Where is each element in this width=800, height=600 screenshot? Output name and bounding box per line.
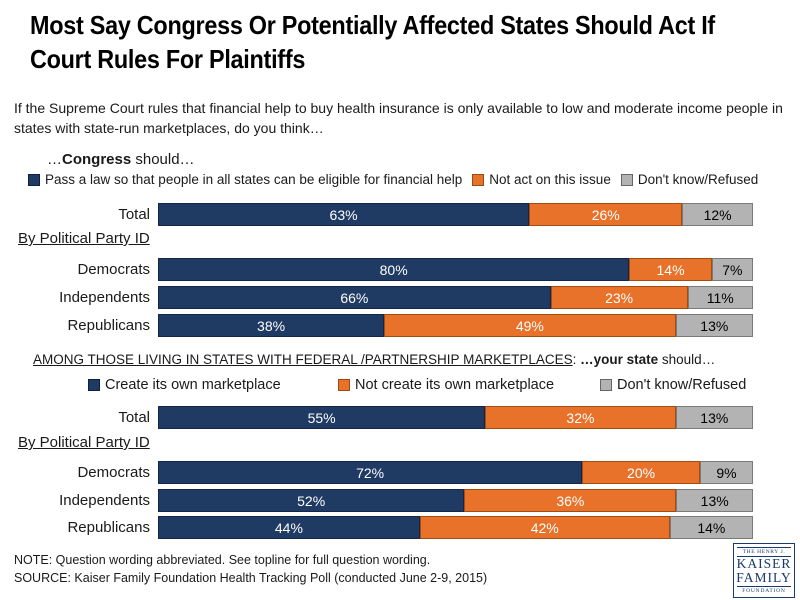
chart-row-independents: Independents 52% 36% 13% (8, 489, 753, 512)
legend-label: Don't know/Refused (617, 377, 747, 393)
bar-segment: 12% (682, 203, 753, 226)
legend-state: Create its own marketplace Not create it… (88, 377, 746, 393)
logo-line3: FAMILY (736, 570, 792, 585)
heading-post: should… (658, 352, 716, 367)
heading-colon: : (572, 352, 581, 367)
stacked-bar: 38% 49% 13% (158, 314, 753, 337)
bar-segment: 9% (699, 461, 753, 484)
heading-pre: … (47, 151, 62, 168)
page-title: Most Say Congress Or Potentially Affecte… (30, 10, 715, 75)
row-label: Total (118, 206, 150, 223)
section2-heading: AMONG THOSE LIVING IN STATES WITH FEDERA… (33, 352, 715, 367)
chart-row-republicans: Republicans 44% 42% 14% (8, 516, 753, 539)
section1-heading: …Congress should… (47, 151, 195, 168)
row-label: Republicans (67, 519, 150, 536)
legend-item: Not act on this issue (472, 172, 611, 187)
legend-item: Don't know/Refused (600, 377, 746, 393)
legend-label: Not act on this issue (489, 172, 611, 187)
navy-swatch-icon (88, 379, 100, 391)
logo-line4: FOUNDATION (737, 586, 791, 594)
bar-segment: 49% (384, 314, 676, 337)
bar-segment: 55% (158, 406, 486, 429)
bar-segment: 42% (419, 516, 670, 539)
legend-item: Not create its own marketplace (338, 377, 600, 393)
legend-item: Create its own marketplace (88, 377, 338, 393)
row-label: Independents (59, 289, 150, 306)
chart-row-total: Total 63% 26% 12% (8, 203, 753, 226)
source-line: SOURCE: Kaiser Family Foundation Health … (14, 571, 488, 586)
bar-segment: 13% (676, 489, 753, 512)
chart-row-republicans: Republicans 38% 49% 13% (8, 314, 753, 337)
stacked-bar: 52% 36% 13% (158, 489, 753, 512)
note-line: NOTE: Question wording abbreviated. See … (14, 553, 431, 567)
bar-segment: 26% (529, 203, 683, 226)
legend-label: Not create its own marketplace (355, 377, 555, 393)
legend-congress: Pass a law so that people in all states … (28, 172, 758, 187)
bar-segment: 20% (582, 461, 700, 484)
stacked-bar: 44% 42% 14% (158, 516, 753, 539)
bar-segment: 13% (675, 314, 753, 337)
row-label: Republicans (67, 317, 150, 334)
bar-segment: 32% (485, 406, 676, 429)
row-label: Independents (59, 492, 150, 509)
kff-logo: THE HENRY J. KAISER FAMILY FOUNDATION (733, 543, 795, 598)
heading-bold: …your state (580, 352, 659, 367)
bar-segment: 52% (158, 489, 465, 512)
stacked-bar: 55% 32% 13% (158, 406, 753, 429)
navy-swatch-icon (28, 173, 40, 186)
legend-label: Create its own marketplace (105, 377, 281, 393)
legend-label: Don't know/Refused (637, 172, 759, 187)
stacked-bar: 63% 26% 12% (158, 203, 753, 226)
gray-swatch-icon (600, 379, 612, 391)
stacked-bar: 80% 14% 7% (158, 258, 753, 281)
heading-bold: Congress (62, 151, 132, 168)
legend-item: Pass a law so that people in all states … (28, 172, 462, 187)
row-label: Democrats (77, 261, 150, 278)
subgroup-heading: By Political Party ID (18, 434, 150, 451)
chart-row-democrats: Democrats 80% 14% 7% (8, 258, 753, 281)
footnotes: NOTE: Question wording abbreviated. See … (14, 551, 487, 587)
bar-segment: 7% (711, 258, 753, 281)
chart-row-democrats: Democrats 72% 20% 9% (8, 461, 753, 484)
stacked-bar: 72% 20% 9% (158, 461, 753, 484)
logo-line1: THE HENRY J. (737, 546, 791, 557)
row-label: Democrats (77, 464, 150, 481)
row-label: Total (118, 409, 150, 426)
subgroup-heading: By Political Party ID (18, 230, 150, 247)
bar-segment: 63% (158, 203, 530, 226)
bar-segment: 13% (675, 406, 753, 429)
bar-segment: 80% (158, 258, 630, 281)
stacked-bar: 66% 23% 11% (158, 286, 753, 309)
bar-segment: 36% (464, 489, 677, 512)
legend-item: Don't know/Refused (620, 172, 759, 187)
chart-row-independents: Independents 66% 23% 11% (8, 286, 753, 309)
bar-segment: 44% (158, 516, 420, 539)
bar-segment: 14% (629, 258, 712, 281)
bar-segment: 38% (158, 314, 385, 337)
bar-segment: 23% (550, 286, 688, 309)
question-text: If the Supreme Court rules that financia… (14, 100, 783, 136)
logo-line2: KAISER (736, 555, 792, 571)
orange-swatch-icon (472, 173, 485, 186)
legend-label: Pass a law so that people in all states … (45, 172, 463, 187)
heading-caps: AMONG THOSE LIVING IN STATES WITH FEDERA… (33, 352, 573, 367)
chart-row-total: Total 55% 32% 13% (8, 406, 753, 429)
bar-segment: 11% (687, 286, 753, 309)
heading-post: should… (131, 151, 195, 168)
orange-swatch-icon (338, 379, 350, 391)
bar-segment: 72% (158, 461, 583, 484)
gray-swatch-icon (620, 173, 633, 186)
bar-segment: 66% (158, 286, 551, 309)
bar-segment: 14% (669, 516, 753, 539)
